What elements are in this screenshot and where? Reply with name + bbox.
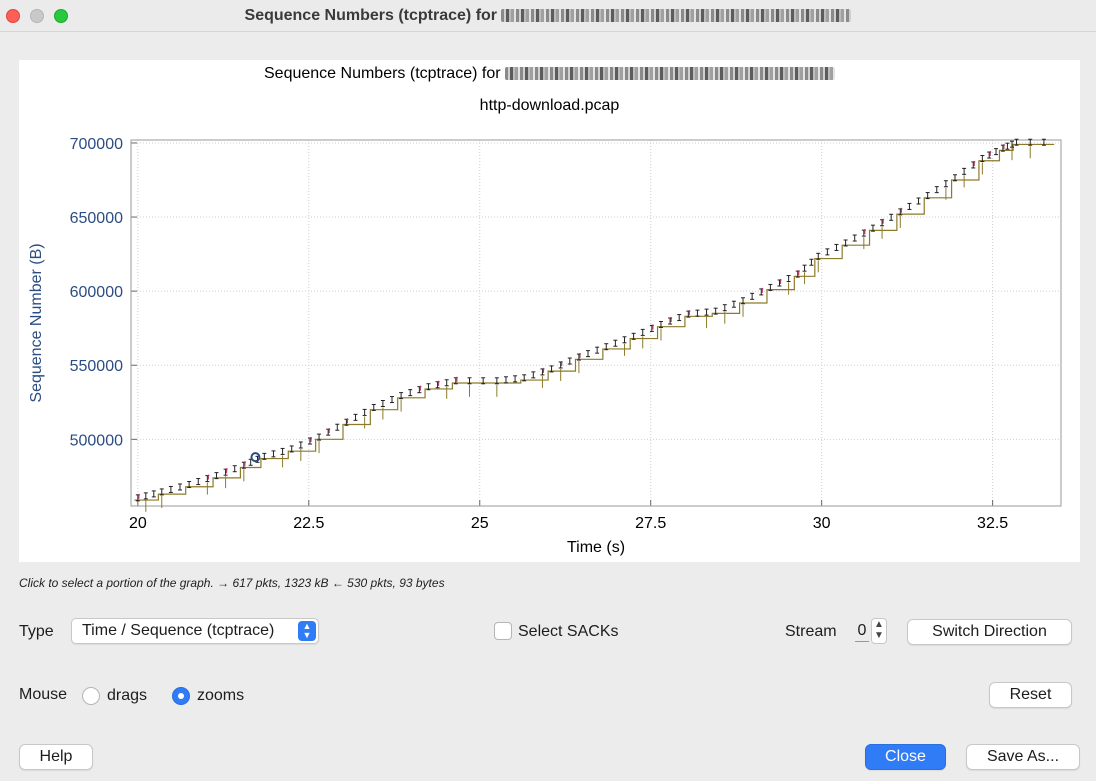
x-tick-label: 25 (471, 515, 489, 532)
status-hint: Click to select a portion of the graph. … (19, 576, 445, 590)
ack-step-line (134, 143, 1055, 501)
close-window-button[interactable] (6, 9, 20, 23)
sequence-plot[interactable]: 20 22.5 25 27.5 30 32.5 500000 550000 600000 6500… (19, 60, 1080, 562)
reset-button[interactable]: Reset (989, 682, 1072, 708)
plot-frame (130, 139, 1062, 507)
switch-direction-button[interactable]: Switch Direction (907, 619, 1072, 645)
chevron-up-icon[interactable]: ▲ (874, 619, 884, 630)
close-button[interactable]: Close (865, 744, 946, 770)
drags-radio[interactable] (82, 687, 100, 705)
graph-title: Sequence Numbers (tcptrace) for (19, 65, 1080, 83)
help-button[interactable]: Help (19, 744, 93, 770)
stream-label: Stream (785, 623, 837, 640)
save-as-button[interactable]: Save As... (966, 744, 1080, 770)
y-tick-label: 650000 (70, 210, 123, 227)
type-select-value: Time / Sequence (tcptrace) (82, 622, 275, 639)
x-axis-label: Time (s) (567, 539, 625, 556)
x-tick-label: 30 (813, 515, 831, 532)
minimize-window-button[interactable] (30, 9, 44, 23)
selected-packet-marker[interactable] (250, 452, 261, 463)
graph-panel[interactable]: 20 22.5 25 27.5 30 32.5 500000 550000 600000 6500… (19, 60, 1080, 562)
stream-stepper[interactable]: ▲ ▼ (871, 618, 887, 644)
graph-subtitle: http-download.pcap (479, 97, 620, 114)
y-tick-label: 550000 (70, 358, 123, 375)
window-title-text: Sequence Numbers (tcptrace) for (244, 7, 498, 24)
zooms-label[interactable]: zooms (197, 687, 245, 704)
y-tick-label: 600000 (70, 284, 123, 301)
y-tick-label: 700000 (70, 136, 123, 153)
y-axis-label: Sequence Number (B) (28, 243, 45, 402)
title-bar: Sequence Numbers (tcptrace) for (0, 0, 1096, 32)
redacted-address (501, 9, 852, 23)
y-tick-label: 500000 (70, 432, 123, 449)
redacted-address (505, 67, 835, 81)
chevron-down-icon[interactable]: ▼ (874, 630, 884, 641)
type-select[interactable]: Time / Sequence (tcptrace) ▲ ▼ (71, 618, 319, 644)
mouse-label: Mouse (19, 686, 68, 703)
drags-label[interactable]: drags (107, 687, 148, 704)
stream-input[interactable]: 0 (855, 620, 869, 642)
window-title: Sequence Numbers (tcptrace) for (0, 7, 1096, 25)
x-tick-label: 20 (129, 515, 147, 532)
type-label: Type (19, 623, 54, 640)
x-tick-label: 22.5 (293, 515, 324, 532)
select-sacks-label[interactable]: Select SACKs (518, 623, 619, 640)
zooms-radio[interactable] (172, 687, 190, 705)
select-sacks-checkbox[interactable] (494, 622, 512, 640)
graph-title-text: Sequence Numbers (tcptrace) for (264, 65, 501, 82)
x-tick-label: 27.5 (635, 515, 666, 532)
chevron-up-down-icon: ▲ ▼ (298, 621, 316, 641)
x-tick-label: 32.5 (977, 515, 1008, 532)
maximize-window-button[interactable] (54, 9, 68, 23)
